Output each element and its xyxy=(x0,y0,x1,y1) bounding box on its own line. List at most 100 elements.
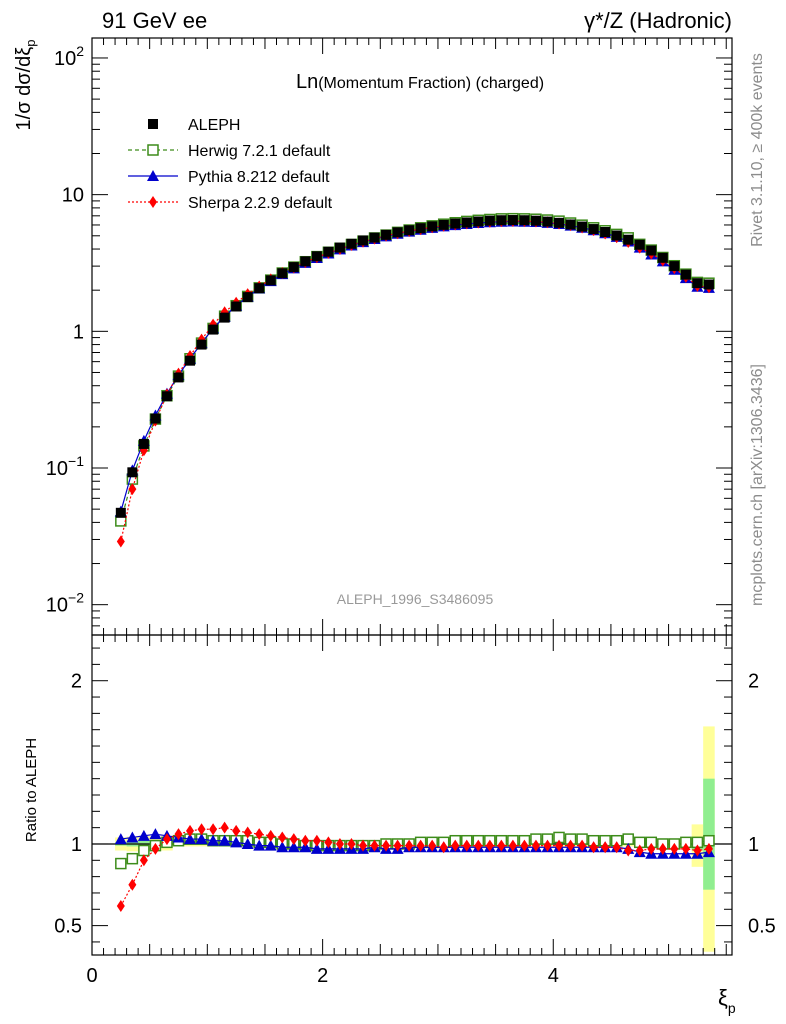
ratio-pythia-line xyxy=(120,833,710,855)
main-aleph-point xyxy=(208,324,219,335)
main-y-tick-label: 1 xyxy=(73,321,84,343)
ratio-sherpa-point xyxy=(566,839,575,852)
ratio-sherpa-point xyxy=(266,829,275,842)
main-aleph-point xyxy=(473,216,484,227)
ratio-sherpa-point xyxy=(335,837,344,850)
ratio-sherpa-point xyxy=(508,839,517,852)
ratio-sherpa-point xyxy=(497,839,506,852)
ratio-sherpa-point xyxy=(151,842,160,855)
main-aleph-point xyxy=(496,215,507,226)
main-y-tick-exp: −1 xyxy=(68,453,84,469)
main-aleph-point xyxy=(323,246,334,257)
ratio-sherpa-point xyxy=(635,844,644,857)
main-aleph-point xyxy=(577,221,588,232)
ratio-sherpa-point xyxy=(405,839,414,852)
legend-sherpa-label: Sherpa 2.2.9 default xyxy=(188,195,333,212)
main-y-tick-label: 10−1 xyxy=(46,453,84,480)
ratio-sherpa-point xyxy=(197,823,206,836)
ratio-axis-ticks: 0.5 0.5 1 1 2 2 0 2 4 xyxy=(54,635,776,987)
legend-pythia-label: Pythia 8.212 default xyxy=(188,169,330,186)
ratio-sherpa-point xyxy=(209,823,218,836)
main-aleph-point xyxy=(646,245,657,256)
main-y-tick-base: 10 xyxy=(46,595,68,617)
ratio-y-axis-label: Ratio to ALEPH xyxy=(23,738,40,842)
legend: ALEPH Herwig 7.2.1 default Pythia 8.212 de… xyxy=(128,117,333,212)
main-y-tick-base: 1 xyxy=(73,321,84,343)
main-aleph-point xyxy=(392,227,403,238)
main-herwig-line xyxy=(120,218,709,522)
ratio-sherpa-point xyxy=(612,841,621,854)
main-aleph-point xyxy=(300,256,311,267)
ratio-sherpa-point xyxy=(647,842,656,855)
ratio-pythia-point xyxy=(230,836,243,848)
ratio-x-axis-label: ξp xyxy=(718,985,736,1016)
ratio-sherpa-point xyxy=(347,837,356,850)
ratio-sherpa-point xyxy=(255,828,264,841)
ratio-sherpa-point xyxy=(243,826,252,839)
ratio-sherpa-point xyxy=(312,834,321,847)
main-y-tick-label: 10 xyxy=(62,185,84,207)
main-aleph-point xyxy=(219,312,230,323)
main-aleph-point xyxy=(530,215,541,226)
ratio-sherpa-point xyxy=(485,839,494,852)
ratio-sherpa-point xyxy=(301,834,310,847)
ratio-x-label-sub: p xyxy=(728,1000,736,1016)
legend-herwig-marker xyxy=(147,144,159,156)
main-y-tick-base: 10 xyxy=(46,458,68,480)
main-sherpa-point xyxy=(116,535,125,548)
main-aleph-point xyxy=(357,235,368,246)
main-aleph-point xyxy=(127,467,138,478)
ratio-pythia-point xyxy=(322,842,335,854)
ratio-sherpa-point xyxy=(520,839,529,852)
main-aleph-point xyxy=(346,238,357,249)
main-aleph-point xyxy=(254,283,265,294)
ratio-sherpa-point xyxy=(670,842,679,855)
ratio-pythia-point xyxy=(149,828,162,840)
ratio-sherpa-point xyxy=(658,842,667,855)
ratio-pythia-point xyxy=(287,841,300,853)
ratio-pythia-point xyxy=(253,839,266,851)
main-aleph-point xyxy=(231,301,242,312)
ratio-sherpa-point xyxy=(555,839,564,852)
ratio-sherpa-point xyxy=(543,839,552,852)
main-aleph-point xyxy=(703,279,714,290)
main-plot: Ln(Momentum Fraction) (charged) ALEPH_19… xyxy=(13,37,733,636)
main-title-prefix: Ln xyxy=(296,71,318,93)
main-aleph-point xyxy=(161,391,172,402)
main-aleph-point xyxy=(150,413,161,424)
ratio-pythia-point xyxy=(276,841,289,853)
legend-herwig-label: Herwig 7.2.1 default xyxy=(188,143,331,160)
legend-pythia-marker xyxy=(147,170,159,181)
main-sherpa-point xyxy=(128,483,137,496)
main-aleph-point xyxy=(115,507,126,518)
legend-aleph-marker xyxy=(148,119,158,129)
ratio-sherpa-point xyxy=(681,842,690,855)
main-aleph-point xyxy=(554,217,565,228)
ratio-pythia-point xyxy=(195,833,208,845)
main-y-tick-base: 10 xyxy=(62,185,84,207)
ratio-sherpa-point xyxy=(174,828,183,841)
main-aleph-point xyxy=(542,216,553,227)
ratio-sherpa-point xyxy=(220,821,229,834)
main-aleph-point xyxy=(519,215,530,226)
main-y-label-sub: p xyxy=(23,40,38,47)
main-sherpa-line xyxy=(120,220,710,542)
ratio-y-tick-label-left: 0.5 xyxy=(54,916,82,938)
ratio-x-tick-label: 0 xyxy=(86,965,97,987)
ratio-plot: Ratio to ALEPH ξp 0.5 0.5 1 1 2 2 0 2 4 xyxy=(23,634,776,1016)
header-right-label: γ*/Z (Hadronic) xyxy=(584,8,732,33)
ratio-pythia-point xyxy=(137,829,150,841)
main-aleph-point xyxy=(692,278,703,289)
ratio-series xyxy=(114,821,715,913)
main-aleph-point xyxy=(311,251,322,262)
main-aleph-point xyxy=(277,268,288,279)
main-y-tick-exp: 2 xyxy=(76,43,84,59)
ratio-sherpa-line xyxy=(120,827,710,907)
main-aleph-point xyxy=(565,219,576,230)
ratio-sherpa-point xyxy=(589,841,598,854)
main-aleph-point xyxy=(185,355,196,366)
main-y-tick-label: 102 xyxy=(54,43,84,70)
main-aleph-point xyxy=(138,438,149,449)
ratio-sherpa-point xyxy=(531,839,540,852)
